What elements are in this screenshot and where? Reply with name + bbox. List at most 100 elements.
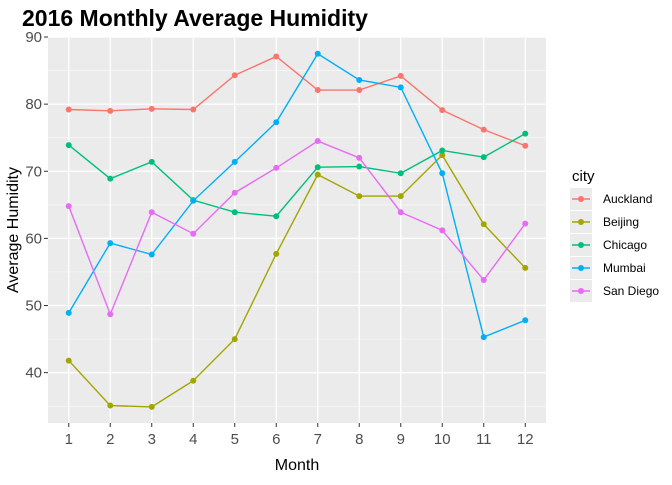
legend-item-san-diego: San Diego: [570, 280, 659, 302]
legend-label: Mumbai: [603, 261, 646, 275]
data-point-auckland: [107, 107, 114, 114]
legend-key-point: [578, 219, 584, 225]
data-point-beijing: [356, 193, 363, 200]
data-point-chicago: [356, 163, 363, 170]
x-tick-label: 1: [65, 431, 73, 448]
x-tick-label: 11: [476, 431, 492, 448]
data-point-beijing: [522, 264, 529, 271]
series-beijing: [65, 152, 529, 410]
data-point-mumbai: [522, 317, 529, 324]
x-tick-label: 4: [189, 431, 197, 448]
data-point-auckland: [522, 142, 529, 149]
minor-gridlines: [48, 70, 546, 407]
data-point-san-diego: [522, 220, 529, 227]
data-point-san-diego: [397, 209, 404, 216]
data-point-auckland: [148, 105, 155, 112]
data-point-beijing: [439, 152, 446, 159]
x-axis-title: Month: [275, 457, 319, 474]
x-tick-label: 8: [355, 431, 363, 448]
data-point-beijing: [273, 250, 280, 257]
y-tick-label: 80: [25, 96, 42, 113]
data-point-mumbai: [397, 84, 404, 91]
data-point-chicago: [522, 130, 529, 137]
data-point-san-diego: [439, 227, 446, 234]
series-line-auckland: [68, 55, 526, 147]
data-point-chicago: [480, 154, 487, 161]
series-line-mumbai: [68, 52, 526, 339]
data-point-auckland: [356, 87, 363, 94]
legend-key-point: [578, 196, 584, 202]
data-point-mumbai: [439, 170, 446, 177]
legend-title: city: [572, 168, 595, 185]
data-point-auckland: [190, 106, 197, 113]
legend-label: Beijing: [603, 215, 639, 229]
legend-key-point: [578, 288, 584, 294]
data-point-beijing: [397, 193, 404, 200]
legend-item-auckland: Auckland: [570, 188, 652, 210]
plot-panel: [48, 37, 546, 423]
series-line-beijing: [68, 154, 526, 408]
series-line-san-diego: [68, 140, 526, 317]
data-point-auckland: [273, 53, 280, 60]
x-axis: 1 2 3 4 5 6 7 8 9 10 11 12: [65, 423, 534, 448]
data-point-chicago: [107, 175, 114, 182]
legend-item-beijing: Beijing: [570, 211, 639, 233]
data-point-auckland: [397, 72, 404, 79]
data-point-mumbai: [356, 76, 363, 83]
x-tick-label: 2: [106, 431, 114, 448]
y-tick-label: 70: [25, 163, 42, 180]
data-point-auckland: [65, 106, 72, 113]
y-tick-label: 50: [25, 298, 42, 315]
data-point-mumbai: [148, 251, 155, 258]
data-point-mumbai: [480, 334, 487, 341]
legend-item-mumbai: Mumbai: [570, 257, 646, 279]
data-point-chicago: [148, 158, 155, 165]
data-point-mumbai: [190, 197, 197, 204]
data-point-san-diego: [273, 164, 280, 171]
legend-label: San Diego: [603, 284, 659, 298]
series-san-diego: [65, 138, 529, 318]
data-point-chicago: [314, 164, 321, 171]
data-point-san-diego: [231, 189, 238, 196]
series-auckland: [65, 53, 529, 149]
data-point-auckland: [480, 126, 487, 133]
data-point-san-diego: [190, 230, 197, 237]
legend-item-chicago: Chicago: [570, 234, 647, 256]
data-point-auckland: [231, 72, 238, 79]
series-line-chicago: [68, 133, 526, 217]
data-point-san-diego: [65, 203, 72, 210]
y-tick-label: 90: [25, 29, 42, 46]
data-point-chicago: [439, 147, 446, 154]
x-tick-label: 9: [397, 431, 405, 448]
data-point-mumbai: [65, 309, 72, 316]
x-tick-label: 5: [231, 431, 239, 448]
x-tick-label: 12: [517, 431, 534, 448]
y-axis: 40 50 60 70 80 90: [25, 29, 48, 382]
chart-title: 2016 Monthly Average Humidity: [22, 5, 368, 31]
legend-key-point: [578, 242, 584, 248]
data-point-beijing: [190, 377, 197, 384]
data-point-beijing: [148, 403, 155, 410]
data-point-mumbai: [107, 240, 114, 247]
data-point-mumbai: [231, 158, 238, 165]
data-point-mumbai: [273, 119, 280, 126]
series-chicago: [65, 130, 529, 220]
data-point-san-diego: [107, 311, 114, 318]
data-point-beijing: [65, 357, 72, 364]
y-axis-title: Average Humidity: [5, 167, 22, 293]
legend: city Auckland Beijing Chicago Mumbai San Die…: [570, 168, 659, 302]
series-layer: [65, 50, 529, 410]
legend-label: Chicago: [603, 238, 647, 252]
data-point-mumbai: [314, 50, 321, 57]
x-tick-label: 7: [314, 431, 322, 448]
data-point-chicago: [273, 213, 280, 220]
data-point-beijing: [314, 171, 321, 178]
data-point-san-diego: [480, 277, 487, 284]
legend-key-point: [578, 265, 584, 271]
data-point-beijing: [480, 221, 487, 228]
data-point-chicago: [397, 170, 404, 177]
data-point-beijing: [107, 402, 114, 409]
data-point-beijing: [231, 336, 238, 343]
